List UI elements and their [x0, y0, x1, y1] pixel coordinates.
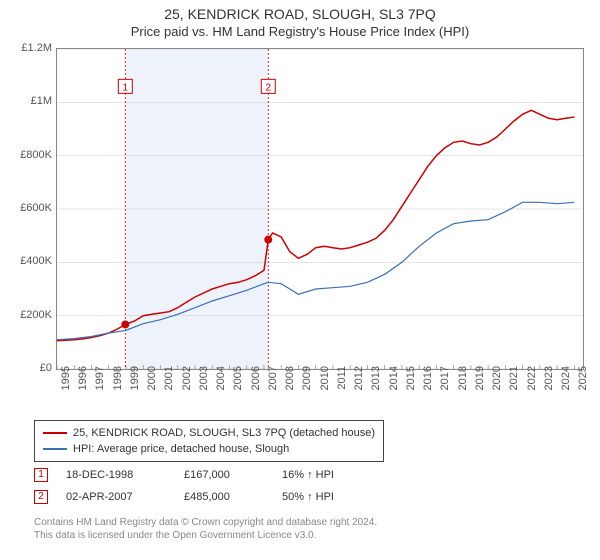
- x-axis-tick-label: 2024: [560, 366, 572, 406]
- x-axis-tick-label: 2016: [422, 366, 434, 406]
- sale-row: 2 02-APR-2007 £485,000 50% ↑ HPI: [34, 486, 382, 508]
- x-axis-tick-label: 2005: [232, 366, 244, 406]
- legend-row: 25, KENDRICK ROAD, SLOUGH, SL3 7PQ (deta…: [43, 425, 375, 441]
- x-axis-tick-label: 2008: [284, 366, 296, 406]
- sale-vs-hpi: 16% ↑ HPI: [282, 469, 382, 481]
- legend-label: HPI: Average price, detached house, Slou…: [73, 441, 289, 457]
- svg-text:2: 2: [265, 82, 271, 93]
- y-axis-tick-label: £200K: [4, 309, 52, 321]
- chart-svg: 12: [57, 49, 583, 369]
- sales-table: 1 18-DEC-1998 £167,000 16% ↑ HPI 2 02-APR-200…: [34, 464, 382, 508]
- footer-line-2: This data is licensed under the Open Gov…: [34, 529, 377, 542]
- x-axis-tick-label: 1997: [94, 366, 106, 406]
- legend-row: HPI: Average price, detached house, Slou…: [43, 441, 375, 457]
- y-axis-tick-label: £1M: [4, 95, 52, 107]
- x-axis-tick-label: 2025: [577, 366, 589, 406]
- y-axis-tick-label: £1.2M: [4, 42, 52, 54]
- x-axis-tick-label: 2020: [491, 366, 503, 406]
- y-axis-tick-label: £600K: [4, 202, 52, 214]
- legend-swatch: [43, 432, 67, 434]
- x-axis-tick-label: 2018: [457, 366, 469, 406]
- footer-attribution: Contains HM Land Registry data © Crown c…: [34, 516, 377, 542]
- x-axis-tick-label: 1998: [112, 366, 124, 406]
- sale-date: 18-DEC-1998: [66, 469, 166, 481]
- x-axis-tick-label: 2009: [301, 366, 313, 406]
- x-axis-tick-label: 2017: [439, 366, 451, 406]
- x-axis-tick-label: 2012: [353, 366, 365, 406]
- x-axis-tick-label: 2004: [215, 366, 227, 406]
- x-axis-tick-label: 2006: [250, 366, 262, 406]
- legend-box: 25, KENDRICK ROAD, SLOUGH, SL3 7PQ (deta…: [34, 420, 384, 462]
- x-axis-tick-label: 2011: [336, 366, 348, 406]
- x-axis-tick-label: 2010: [319, 366, 331, 406]
- x-axis-tick-label: 2013: [370, 366, 382, 406]
- sale-marker-box: 1: [34, 468, 48, 482]
- x-axis-tick-label: 2001: [163, 366, 175, 406]
- page-subtitle: Price paid vs. HM Land Registry's House …: [0, 22, 600, 39]
- y-axis-tick-label: £0: [4, 362, 52, 374]
- x-axis-tick-label: 2002: [181, 366, 193, 406]
- x-axis-tick-label: 1996: [77, 366, 89, 406]
- legend-label: 25, KENDRICK ROAD, SLOUGH, SL3 7PQ (deta…: [73, 425, 375, 441]
- x-axis-tick-label: 1995: [60, 366, 72, 406]
- x-axis-tick-label: 2015: [405, 366, 417, 406]
- x-axis-tick-label: 2003: [198, 366, 210, 406]
- svg-text:1: 1: [123, 82, 129, 93]
- x-axis-tick-label: 2007: [267, 366, 279, 406]
- page-title: 25, KENDRICK ROAD, SLOUGH, SL3 7PQ: [0, 0, 600, 22]
- x-axis-tick-label: 2014: [388, 366, 400, 406]
- chart-area: 12: [56, 48, 584, 370]
- sale-price: £485,000: [184, 491, 264, 503]
- x-axis-tick-label: 1999: [129, 366, 141, 406]
- sale-marker-box: 2: [34, 490, 48, 504]
- sale-price: £167,000: [184, 469, 264, 481]
- x-axis-tick-label: 2021: [508, 366, 520, 406]
- sale-vs-hpi: 50% ↑ HPI: [282, 491, 382, 503]
- y-axis-tick-label: £400K: [4, 255, 52, 267]
- footer-line-1: Contains HM Land Registry data © Crown c…: [34, 516, 377, 529]
- x-axis-tick-label: 2023: [543, 366, 555, 406]
- sale-date: 02-APR-2007: [66, 491, 166, 503]
- x-axis-tick-label: 2000: [146, 366, 158, 406]
- x-axis-tick-label: 2022: [526, 366, 538, 406]
- legend-swatch: [43, 448, 67, 450]
- y-axis-tick-label: £800K: [4, 149, 52, 161]
- x-axis-tick-label: 2019: [474, 366, 486, 406]
- sale-row: 1 18-DEC-1998 £167,000 16% ↑ HPI: [34, 464, 382, 486]
